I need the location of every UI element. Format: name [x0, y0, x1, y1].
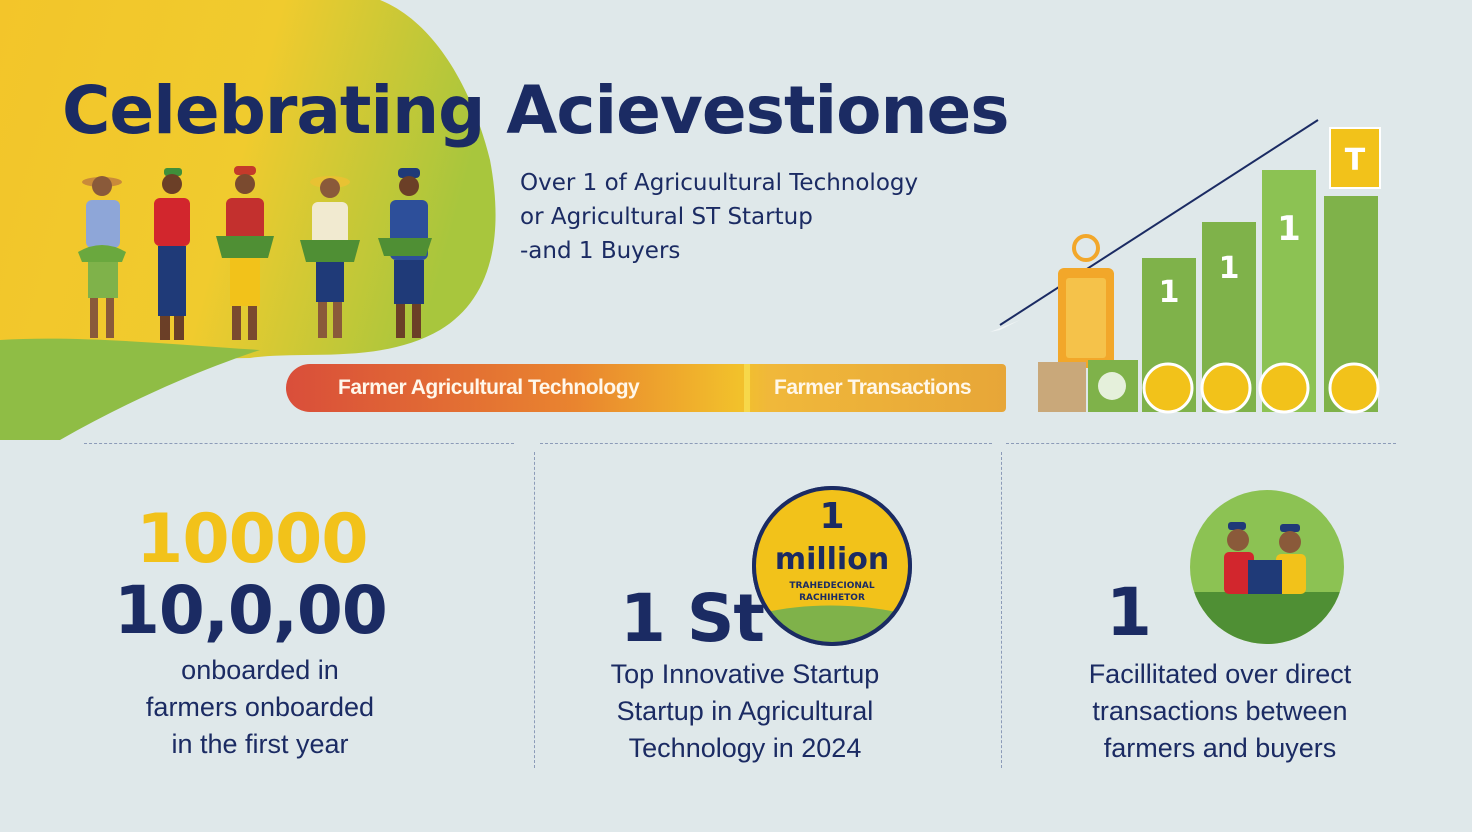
farmer-figure: [378, 168, 432, 338]
stat-value: 10,0,00: [114, 572, 388, 649]
badge-word: million: [774, 542, 890, 577]
stat-highlight-value: 10000: [136, 500, 369, 579]
farmers-circle-illustration: [1190, 490, 1344, 644]
badge-caption-line: TRAHEDECIONAL: [789, 581, 875, 591]
bar-label: 1: [1277, 209, 1301, 249]
ribbon-label-technology: Farmer Agricultural Technology: [338, 376, 640, 399]
stat-value: 1: [1106, 574, 1152, 651]
ribbon-divider: [744, 364, 750, 412]
stat-description-line: Facillitated over direct: [1088, 659, 1352, 689]
bar-label: 1: [1219, 251, 1240, 286]
stat-description-line: Top Innovative Startup: [610, 659, 880, 689]
subtitle-line: Over 1 of Agricuultural Technology: [520, 170, 919, 196]
farmers-illustration: [78, 166, 432, 340]
ribbon-label-transactions: Farmer Transactions: [774, 376, 972, 399]
bar-label: 1: [1159, 275, 1180, 310]
stat-description-line: Startup in Agricultural: [616, 696, 874, 726]
growth-bars-illustration: 1 1 1 T: [990, 119, 1381, 414]
badge-caption: TRAHEDECIONAL RACHIHETOR: [750, 580, 914, 604]
badge-caption-line: RACHIHETOR: [799, 593, 865, 603]
column-divider: [534, 452, 535, 768]
stat-description-line: transactions between: [1092, 696, 1348, 726]
flag-label: T: [1345, 143, 1366, 178]
column-divider: [1001, 452, 1002, 768]
stat-description: Facillitated over direct transactions be…: [1040, 656, 1400, 767]
farmer-figure: [78, 176, 126, 338]
farmer-figure: [300, 176, 360, 338]
badge-number: 1: [819, 496, 845, 537]
stat-description-line: in the first year: [171, 729, 349, 759]
section-divider: [1006, 443, 1396, 444]
stat-description-line: onboarded in: [181, 655, 339, 685]
farmer-figure: [216, 166, 274, 340]
page-title: Celebrating Acievestiones: [62, 72, 1010, 149]
subtitle-line: -and 1 Buyers: [520, 238, 681, 264]
stat-value: 1 St: [620, 580, 765, 657]
section-divider: [84, 443, 514, 444]
stat-description-line: farmers and buyers: [1103, 733, 1337, 763]
category-ribbon: Farmer Agricultural Technology Farmer Tr…: [286, 364, 1006, 412]
farmer-figure: [154, 168, 190, 340]
million-badge: [752, 486, 912, 646]
stat-description: onboarded in farmers onboarded in the fi…: [100, 652, 420, 763]
subtitle-block: Over 1 of Agricuultural Technology or Ag…: [520, 166, 918, 268]
stat-description: Top Innovative Startup Startup in Agricu…: [580, 656, 910, 767]
stat-description-line: farmers onboarded: [145, 692, 375, 722]
subtitle-line: or Agricultural ST Startup: [520, 204, 813, 230]
stat-description-line: Technology in 2024: [628, 733, 862, 763]
section-divider: [540, 443, 992, 444]
